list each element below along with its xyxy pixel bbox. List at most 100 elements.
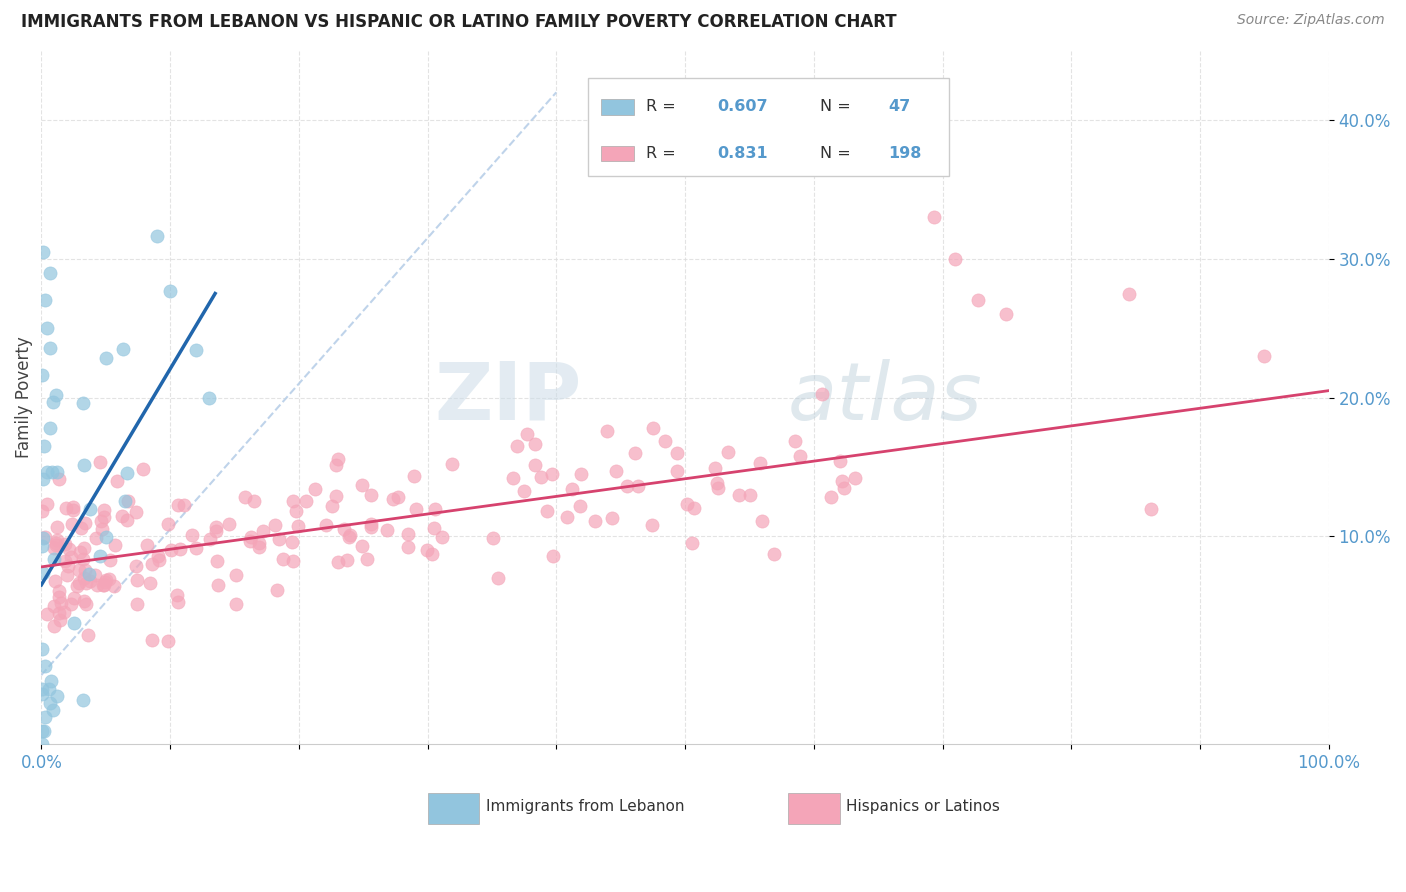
Point <box>98 572 121 586</box>
Point <box>197 391 219 405</box>
Point <box>811 387 834 401</box>
Point <box>73 516 96 530</box>
Point <box>396 540 419 554</box>
Point <box>91 578 114 592</box>
Point <box>240 530 263 544</box>
Point <box>72 552 94 566</box>
Point <box>67 576 90 591</box>
Y-axis label: Family Poverty: Family Poverty <box>15 336 32 458</box>
Point <box>738 488 761 502</box>
Point <box>31 642 53 657</box>
Point <box>360 520 382 534</box>
Point <box>53 537 76 551</box>
Point <box>834 481 856 495</box>
Point <box>157 517 180 532</box>
Point <box>666 446 689 460</box>
Point <box>627 479 650 493</box>
Point <box>44 574 66 588</box>
Text: Immigrants from Lebanon: Immigrants from Lebanon <box>485 799 683 814</box>
Point <box>141 632 163 647</box>
Point <box>79 574 101 588</box>
Point <box>45 466 67 480</box>
Bar <box>602 145 634 161</box>
Point <box>44 541 66 556</box>
Point <box>93 503 115 517</box>
Point <box>84 531 107 545</box>
Point <box>440 457 463 471</box>
Point <box>32 439 55 453</box>
Point <box>73 541 96 555</box>
Point <box>541 467 564 481</box>
Point <box>56 559 79 574</box>
Point <box>304 482 326 496</box>
Point <box>543 549 565 563</box>
Point <box>326 452 349 467</box>
Text: Source: ZipAtlas.com: Source: ZipAtlas.com <box>1237 13 1385 28</box>
Bar <box>589 78 949 176</box>
Point <box>281 494 304 508</box>
Text: R =: R = <box>647 99 682 114</box>
Point <box>42 703 65 717</box>
Point <box>31 539 53 553</box>
Point <box>337 530 360 544</box>
Point <box>641 517 664 532</box>
Point <box>557 509 579 524</box>
Point <box>1118 286 1140 301</box>
Point <box>585 514 607 528</box>
Point <box>624 446 647 460</box>
Point <box>48 606 70 620</box>
Point <box>396 526 419 541</box>
Point <box>325 458 347 472</box>
Point <box>263 517 285 532</box>
Point <box>707 481 730 495</box>
Text: Hispanics or Latinos: Hispanics or Latinos <box>846 799 1000 814</box>
Point <box>75 597 97 611</box>
Point <box>55 567 77 582</box>
Point <box>166 595 188 609</box>
Point <box>763 547 786 561</box>
Point <box>423 502 446 516</box>
Point <box>321 499 343 513</box>
Point <box>42 394 65 409</box>
Point <box>48 584 70 599</box>
Point <box>247 541 270 555</box>
Point <box>160 542 183 557</box>
Point <box>75 576 97 591</box>
Point <box>115 513 138 527</box>
Point <box>423 521 446 535</box>
Point <box>94 351 117 365</box>
Point <box>38 681 60 696</box>
Point <box>115 466 138 480</box>
Point <box>66 579 89 593</box>
Point <box>117 494 139 508</box>
Point <box>600 511 623 525</box>
Bar <box>787 793 839 824</box>
Point <box>336 553 359 567</box>
Point <box>717 444 740 458</box>
Point <box>502 471 524 485</box>
Point <box>536 504 558 518</box>
Point <box>132 462 155 476</box>
Point <box>851 141 873 155</box>
Bar <box>427 793 479 824</box>
Point <box>94 574 117 588</box>
Point <box>352 477 374 491</box>
Point <box>73 562 96 576</box>
Point <box>945 252 967 266</box>
Point <box>49 613 72 627</box>
Point <box>326 555 349 569</box>
Point <box>34 659 56 673</box>
Text: 0.607: 0.607 <box>717 99 768 114</box>
Point <box>360 517 382 532</box>
Point <box>184 343 207 357</box>
Point <box>111 343 134 357</box>
Point <box>287 519 309 533</box>
Point <box>967 293 990 308</box>
Point <box>181 527 204 541</box>
Point <box>72 396 94 410</box>
Point <box>34 293 56 308</box>
Point <box>136 538 159 552</box>
Point <box>225 567 247 582</box>
Point <box>506 439 529 453</box>
Point <box>55 501 77 516</box>
